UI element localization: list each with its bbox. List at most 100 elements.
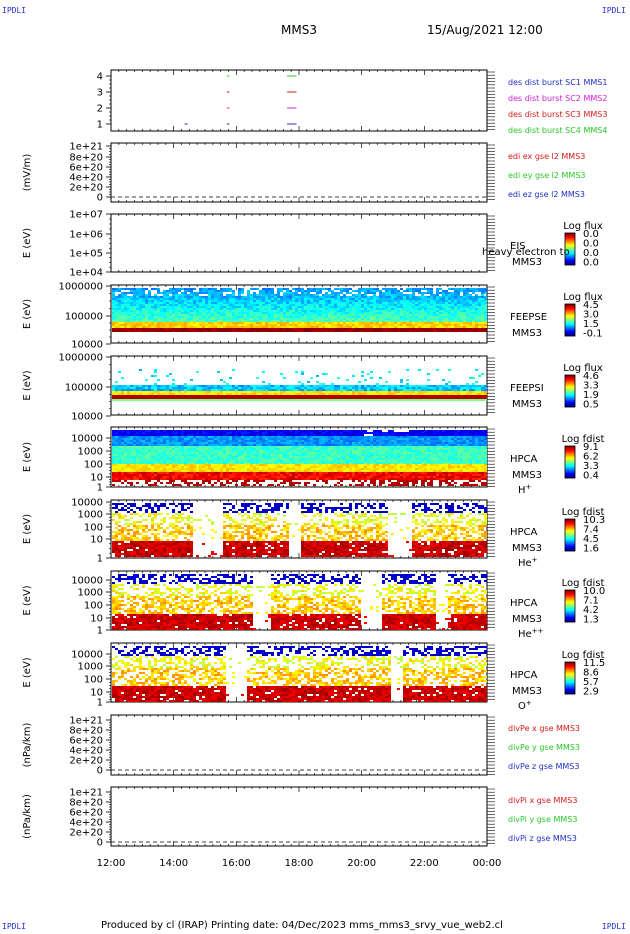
feepsi-cbar-cell [565,383,575,385]
feepse-pixel [172,328,175,330]
feepse-pixel [283,328,286,330]
feepse-pixel [199,298,202,300]
feepse-pixel [334,318,337,320]
feepse-pixel [283,300,286,302]
feepse-pixel [436,296,439,298]
feepse-pixel [190,298,193,300]
feepsi-pixel [205,387,208,389]
feepse-pixel [124,308,127,310]
eis-cbar-cell [565,253,575,255]
feepse-pixel [442,298,445,300]
feepse-pixel [130,288,133,290]
feepsi-pixel [262,393,265,395]
feepsi-cbar-cell [565,376,575,378]
feepse-pixel [298,322,301,324]
feepse-pixel [454,328,457,330]
feepse-pixel [343,312,346,314]
feepse-pixel [226,290,229,292]
feepsi-pixel [229,377,232,379]
feepse-pixel [358,322,361,324]
feepsi-pixel [244,395,247,397]
hpca_h-pixel [127,458,130,460]
feepsi-pixel [268,391,271,393]
hpca_h-pixel [121,456,124,458]
feepsi-pixel [157,397,160,399]
feepse-pixel [115,302,118,304]
feepse-pixel [397,324,400,326]
feepse-pixel [232,330,235,332]
feepse-pixel [112,308,115,310]
feepsi-pixel [340,397,343,399]
feepse-pixel [172,322,175,324]
feepse-pixel [175,320,178,322]
feepse-pixel [226,296,229,298]
feepse-pixel [364,326,367,328]
feepse-pixel [412,322,415,324]
hpca_h-pixel [130,448,133,450]
feepse-pixel [283,306,286,308]
feepsi-pixel [304,395,307,397]
feepsi-pixel [145,395,148,397]
feepsi-pixel [265,393,268,395]
hpca_h-pixel [118,476,121,478]
feepse-pixel [253,306,256,308]
feepse-pixel [130,296,133,298]
feepse-pixel [205,298,208,300]
feepse-pixel [379,300,382,302]
feepsi-pixel [124,385,127,387]
feepse-pixel [265,328,268,330]
feepse-pixel [211,290,214,292]
feepsi-pixel [283,387,286,389]
feepse-pixel [409,330,412,332]
feepse-pixel [115,320,118,322]
feepse-pixel [121,298,124,300]
feepse-pixel [316,328,319,330]
hpca_h-pixel [121,454,124,456]
feepse-pixel [265,322,268,324]
feepse-pixel [259,296,262,298]
feepse-pixel [388,300,391,302]
feepse-pixel [307,324,310,326]
feepse-pixel [187,316,190,318]
feepse-pixel [325,308,328,310]
feepsi-pixel [241,399,244,401]
feepsi-pixel [367,387,370,389]
feepse-pixel [361,324,364,326]
feepse-pixel [280,326,283,328]
feepse-pixel [229,330,232,332]
feepse-pixel [238,324,241,326]
feepse-pixel [283,326,286,328]
feepse-pixel [160,320,163,322]
feepse-pixel [430,310,433,312]
burst-legend-entry: des dist burst SC1 MMS1 [508,78,607,87]
feepse-pixel [277,328,280,330]
feepse-pixel [403,322,406,324]
feepse-pixel [154,322,157,324]
feepse-pixel [175,314,178,316]
feepsi-pixel [238,389,241,391]
feepse-pixel [283,298,286,300]
feepse-pixel [403,300,406,302]
feepse-cbar-cell [565,332,575,334]
feepse-pixel [199,330,202,332]
feepsi-pixel [178,389,181,391]
feepse-pixel [214,296,217,298]
feepse-pixel [436,320,439,322]
feepse-pixel [124,322,127,324]
feepsi-pixel [427,373,430,375]
feepse-pixel [433,294,436,296]
feepsi-pixel [160,397,163,399]
feepse-pixel [169,296,172,298]
hpca_h-pixel [118,442,121,444]
feepse-pixel [352,302,355,304]
feepse-pixel [370,310,373,312]
feepse-pixel [187,296,190,298]
feepse-pixel [190,308,193,310]
feepsi-pixel [331,393,334,395]
feepse-pixel [328,324,331,326]
feepse-pixel [229,322,232,324]
eis-overlay-label: heavy electron to [482,247,570,258]
hpca_h-pixel [115,480,118,482]
feepsi-pixel [190,393,193,395]
hpca_h-cbar-cell [565,459,575,461]
